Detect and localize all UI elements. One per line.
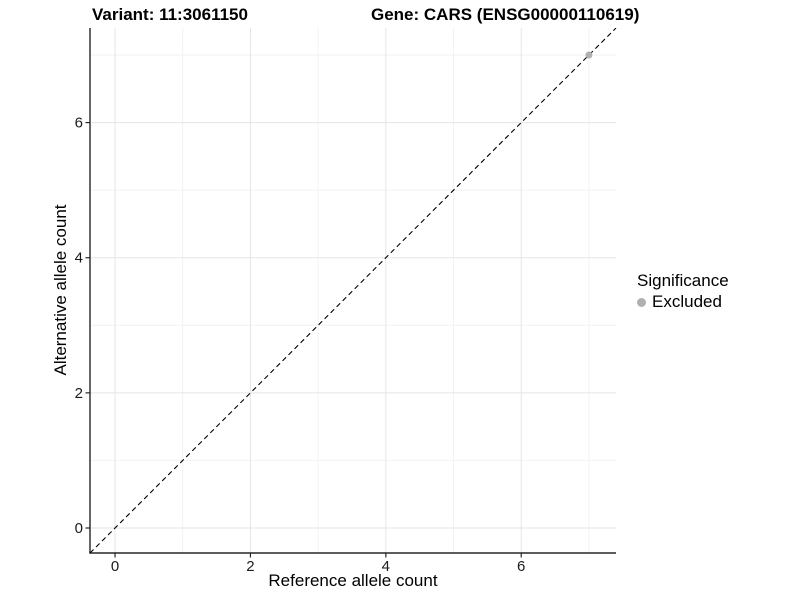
x-tick-label: 0 [111, 558, 119, 575]
data-point-excluded [585, 51, 593, 59]
legend-key-dot [637, 297, 646, 307]
plot-title-gene: Gene: CARS (ENSG00000110619) [371, 5, 640, 24]
x-tick-label: 2 [246, 558, 254, 575]
y-axis-title: Alternative allele count [51, 204, 70, 376]
legend-title: Significance [637, 271, 729, 290]
scatter-plot-canvas: 0 2 4 6 0 2 4 6 [75, 28, 617, 575]
y-tick-label: 2 [75, 385, 83, 402]
legend-item-excluded: Excluded [637, 292, 729, 312]
x-tick-label: 6 [517, 558, 525, 575]
legend: Significance Excluded [637, 271, 729, 312]
legend-item-label: Excluded [652, 292, 722, 311]
y-tick-label: 6 [75, 115, 83, 132]
plot-title-variant: Variant: 11:3061150 [92, 5, 248, 24]
x-axis-title: Reference allele count [268, 571, 438, 590]
x-tick-label: 4 [382, 558, 390, 575]
identity-line [89, 28, 617, 554]
y-tick-label: 0 [75, 520, 83, 537]
y-tick-label: 4 [75, 250, 83, 267]
legend-items: Excluded [637, 292, 729, 312]
